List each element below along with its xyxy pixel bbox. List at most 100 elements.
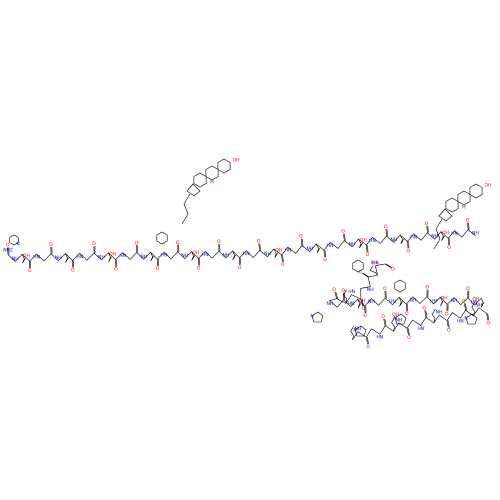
- side-chain: [480, 298, 485, 308]
- pyrrolidine: [394, 313, 407, 325]
- atom-label: HN: [457, 319, 464, 325]
- atom-label: H: [210, 180, 213, 186]
- carbonyl-bond: [427, 225, 429, 233]
- pyrrolidine: [354, 325, 367, 337]
- atom-label: H: [462, 205, 465, 211]
- side-chain: [273, 248, 279, 258]
- backbone: [352, 307, 487, 341]
- atom-label: O: [405, 311, 409, 317]
- carbonyl-bond: [344, 233, 346, 241]
- ring: [156, 231, 168, 245]
- atom-label: O: [362, 306, 366, 312]
- atom-label: O: [366, 344, 370, 350]
- atom-label: O: [383, 286, 387, 292]
- carbonyl-bond: [426, 225, 428, 233]
- atom-label: NH: [264, 251, 271, 257]
- atom-label: NH: [431, 234, 438, 240]
- atom-label: O: [407, 335, 411, 341]
- carbonyl-bond: [408, 241, 410, 249]
- atom-label: O: [238, 265, 242, 271]
- atom-label: O: [366, 252, 370, 258]
- atom-label: O: [341, 288, 345, 294]
- atom-label: O: [176, 240, 180, 246]
- atom-label: O: [487, 320, 491, 326]
- atom-label: NH: [181, 253, 188, 259]
- carbonyl-bond: [447, 238, 450, 246]
- side-chain: [232, 250, 236, 261]
- atom-label: O: [135, 240, 139, 246]
- atom-label: OH: [371, 260, 378, 266]
- side-chain: [65, 253, 69, 263]
- atom-label: OH: [472, 296, 479, 302]
- side-chain: [315, 243, 321, 254]
- atom-label: HN: [389, 299, 396, 305]
- atom-label: N: [393, 316, 396, 322]
- atom-label: OH: [275, 247, 282, 253]
- atom-label: O: [299, 234, 303, 240]
- pyrrolidine: [311, 311, 324, 323]
- carbonyl-bond: [424, 310, 427, 318]
- atom-label: NH: [451, 298, 458, 304]
- ring: [193, 172, 207, 188]
- atom-label: HN: [348, 301, 355, 307]
- carbonyl-bond: [343, 233, 345, 241]
- pyrrolidine: [465, 313, 478, 325]
- side-chain: [398, 297, 403, 307]
- atom-label: O: [406, 248, 410, 254]
- atom-label: NH: [367, 287, 374, 293]
- atom-label: O: [6, 243, 10, 249]
- atom-label: HN: [376, 335, 383, 341]
- side-chain: [350, 326, 354, 341]
- atom-label: OH: [192, 250, 199, 256]
- ring: [457, 190, 471, 206]
- atom-label: NH2: [3, 248, 13, 254]
- atom-label: O: [384, 224, 388, 230]
- atom-label: NH: [349, 241, 356, 247]
- atom-label: O: [363, 313, 367, 319]
- atom-label: O: [257, 239, 261, 245]
- atom-label: O: [114, 267, 118, 273]
- side-chain: [191, 251, 195, 261]
- atom-label: O: [466, 286, 470, 292]
- carbonyl-bond: [383, 318, 386, 326]
- carbonyl-bond: [366, 336, 369, 344]
- atom-label: NH: [410, 297, 417, 303]
- side-chain: [431, 309, 436, 324]
- carbonyl-bond: [365, 245, 368, 253]
- side-chain: [391, 317, 395, 332]
- linker: [433, 218, 443, 250]
- carbonyl-bond: [425, 310, 428, 318]
- atom-label: O: [447, 327, 451, 333]
- side-chain: [22, 254, 26, 264]
- carbonyl-bond: [465, 303, 467, 311]
- ring: [394, 279, 406, 293]
- carbonyl-bond: [446, 320, 449, 328]
- atom-label: OH: [441, 296, 448, 302]
- ring: [205, 165, 219, 181]
- atom-label: NH: [395, 317, 402, 323]
- carbonyl-bond: [281, 254, 283, 262]
- carbonyl-bond: [366, 245, 369, 253]
- carbonyl-bond: [365, 336, 368, 344]
- carbonyl-bond: [385, 263, 392, 268]
- atom-label: O: [423, 306, 427, 312]
- atom-label: O: [156, 266, 160, 272]
- atom-label: HN: [76, 254, 83, 260]
- atom-label: O: [71, 267, 75, 273]
- atom-label: NH: [436, 309, 443, 315]
- atom-label: OH: [485, 183, 492, 189]
- carbonyl-bond: [323, 250, 326, 258]
- atom-label: O: [425, 221, 429, 227]
- carbonyl-bond: [335, 291, 338, 299]
- carbonyl-bond: [384, 318, 387, 326]
- ring: [9, 234, 19, 246]
- atom-label: O: [28, 268, 32, 274]
- atom-label: HN: [119, 253, 126, 259]
- carbonyl-bond: [407, 241, 409, 249]
- atom-label: NH: [306, 246, 313, 252]
- carbonyl-bond: [334, 291, 337, 299]
- atom-label: O: [447, 245, 451, 251]
- atom-label: O: [49, 242, 53, 248]
- atom-label: O: [323, 257, 327, 263]
